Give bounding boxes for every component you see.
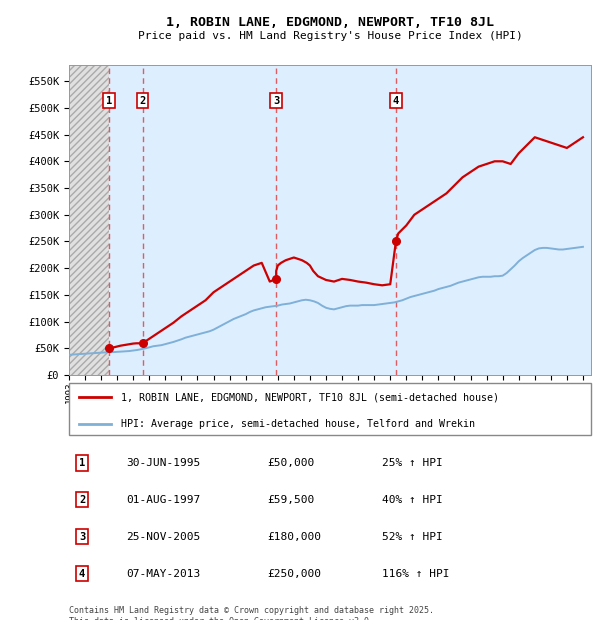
Bar bbox=[396, 65, 591, 375]
Text: 52% ↑ HPI: 52% ↑ HPI bbox=[382, 532, 443, 542]
Text: 116% ↑ HPI: 116% ↑ HPI bbox=[382, 569, 450, 578]
Text: 01-AUG-1997: 01-AUG-1997 bbox=[127, 495, 200, 505]
Text: £250,000: £250,000 bbox=[268, 569, 322, 578]
Text: 30-JUN-1995: 30-JUN-1995 bbox=[127, 458, 200, 468]
Text: 2: 2 bbox=[79, 495, 85, 505]
Text: 4: 4 bbox=[79, 569, 85, 578]
Text: £59,500: £59,500 bbox=[268, 495, 314, 505]
Text: 1, ROBIN LANE, EDGMOND, NEWPORT, TF10 8JL: 1, ROBIN LANE, EDGMOND, NEWPORT, TF10 8J… bbox=[166, 17, 494, 29]
Text: 3: 3 bbox=[79, 532, 85, 542]
Bar bbox=[143, 65, 276, 375]
Text: 2: 2 bbox=[139, 95, 146, 106]
Bar bbox=[276, 65, 396, 375]
Text: 3: 3 bbox=[273, 95, 280, 106]
FancyBboxPatch shape bbox=[69, 383, 591, 435]
Text: 07-MAY-2013: 07-MAY-2013 bbox=[127, 569, 200, 578]
Text: 25% ↑ HPI: 25% ↑ HPI bbox=[382, 458, 443, 468]
Text: 1: 1 bbox=[106, 95, 112, 106]
Text: £180,000: £180,000 bbox=[268, 532, 322, 542]
Text: 1: 1 bbox=[79, 458, 85, 468]
Text: 4: 4 bbox=[393, 95, 399, 106]
Bar bbox=[69, 65, 109, 375]
Text: Contains HM Land Registry data © Crown copyright and database right 2025.
This d: Contains HM Land Registry data © Crown c… bbox=[69, 606, 434, 620]
Text: 40% ↑ HPI: 40% ↑ HPI bbox=[382, 495, 443, 505]
Text: Price paid vs. HM Land Registry's House Price Index (HPI): Price paid vs. HM Land Registry's House … bbox=[137, 31, 523, 41]
Bar bbox=[109, 65, 143, 375]
Text: HPI: Average price, semi-detached house, Telford and Wrekin: HPI: Average price, semi-detached house,… bbox=[121, 418, 475, 428]
Text: £50,000: £50,000 bbox=[268, 458, 314, 468]
Text: 1, ROBIN LANE, EDGMOND, NEWPORT, TF10 8JL (semi-detached house): 1, ROBIN LANE, EDGMOND, NEWPORT, TF10 8J… bbox=[121, 392, 499, 402]
Text: 25-NOV-2005: 25-NOV-2005 bbox=[127, 532, 200, 542]
